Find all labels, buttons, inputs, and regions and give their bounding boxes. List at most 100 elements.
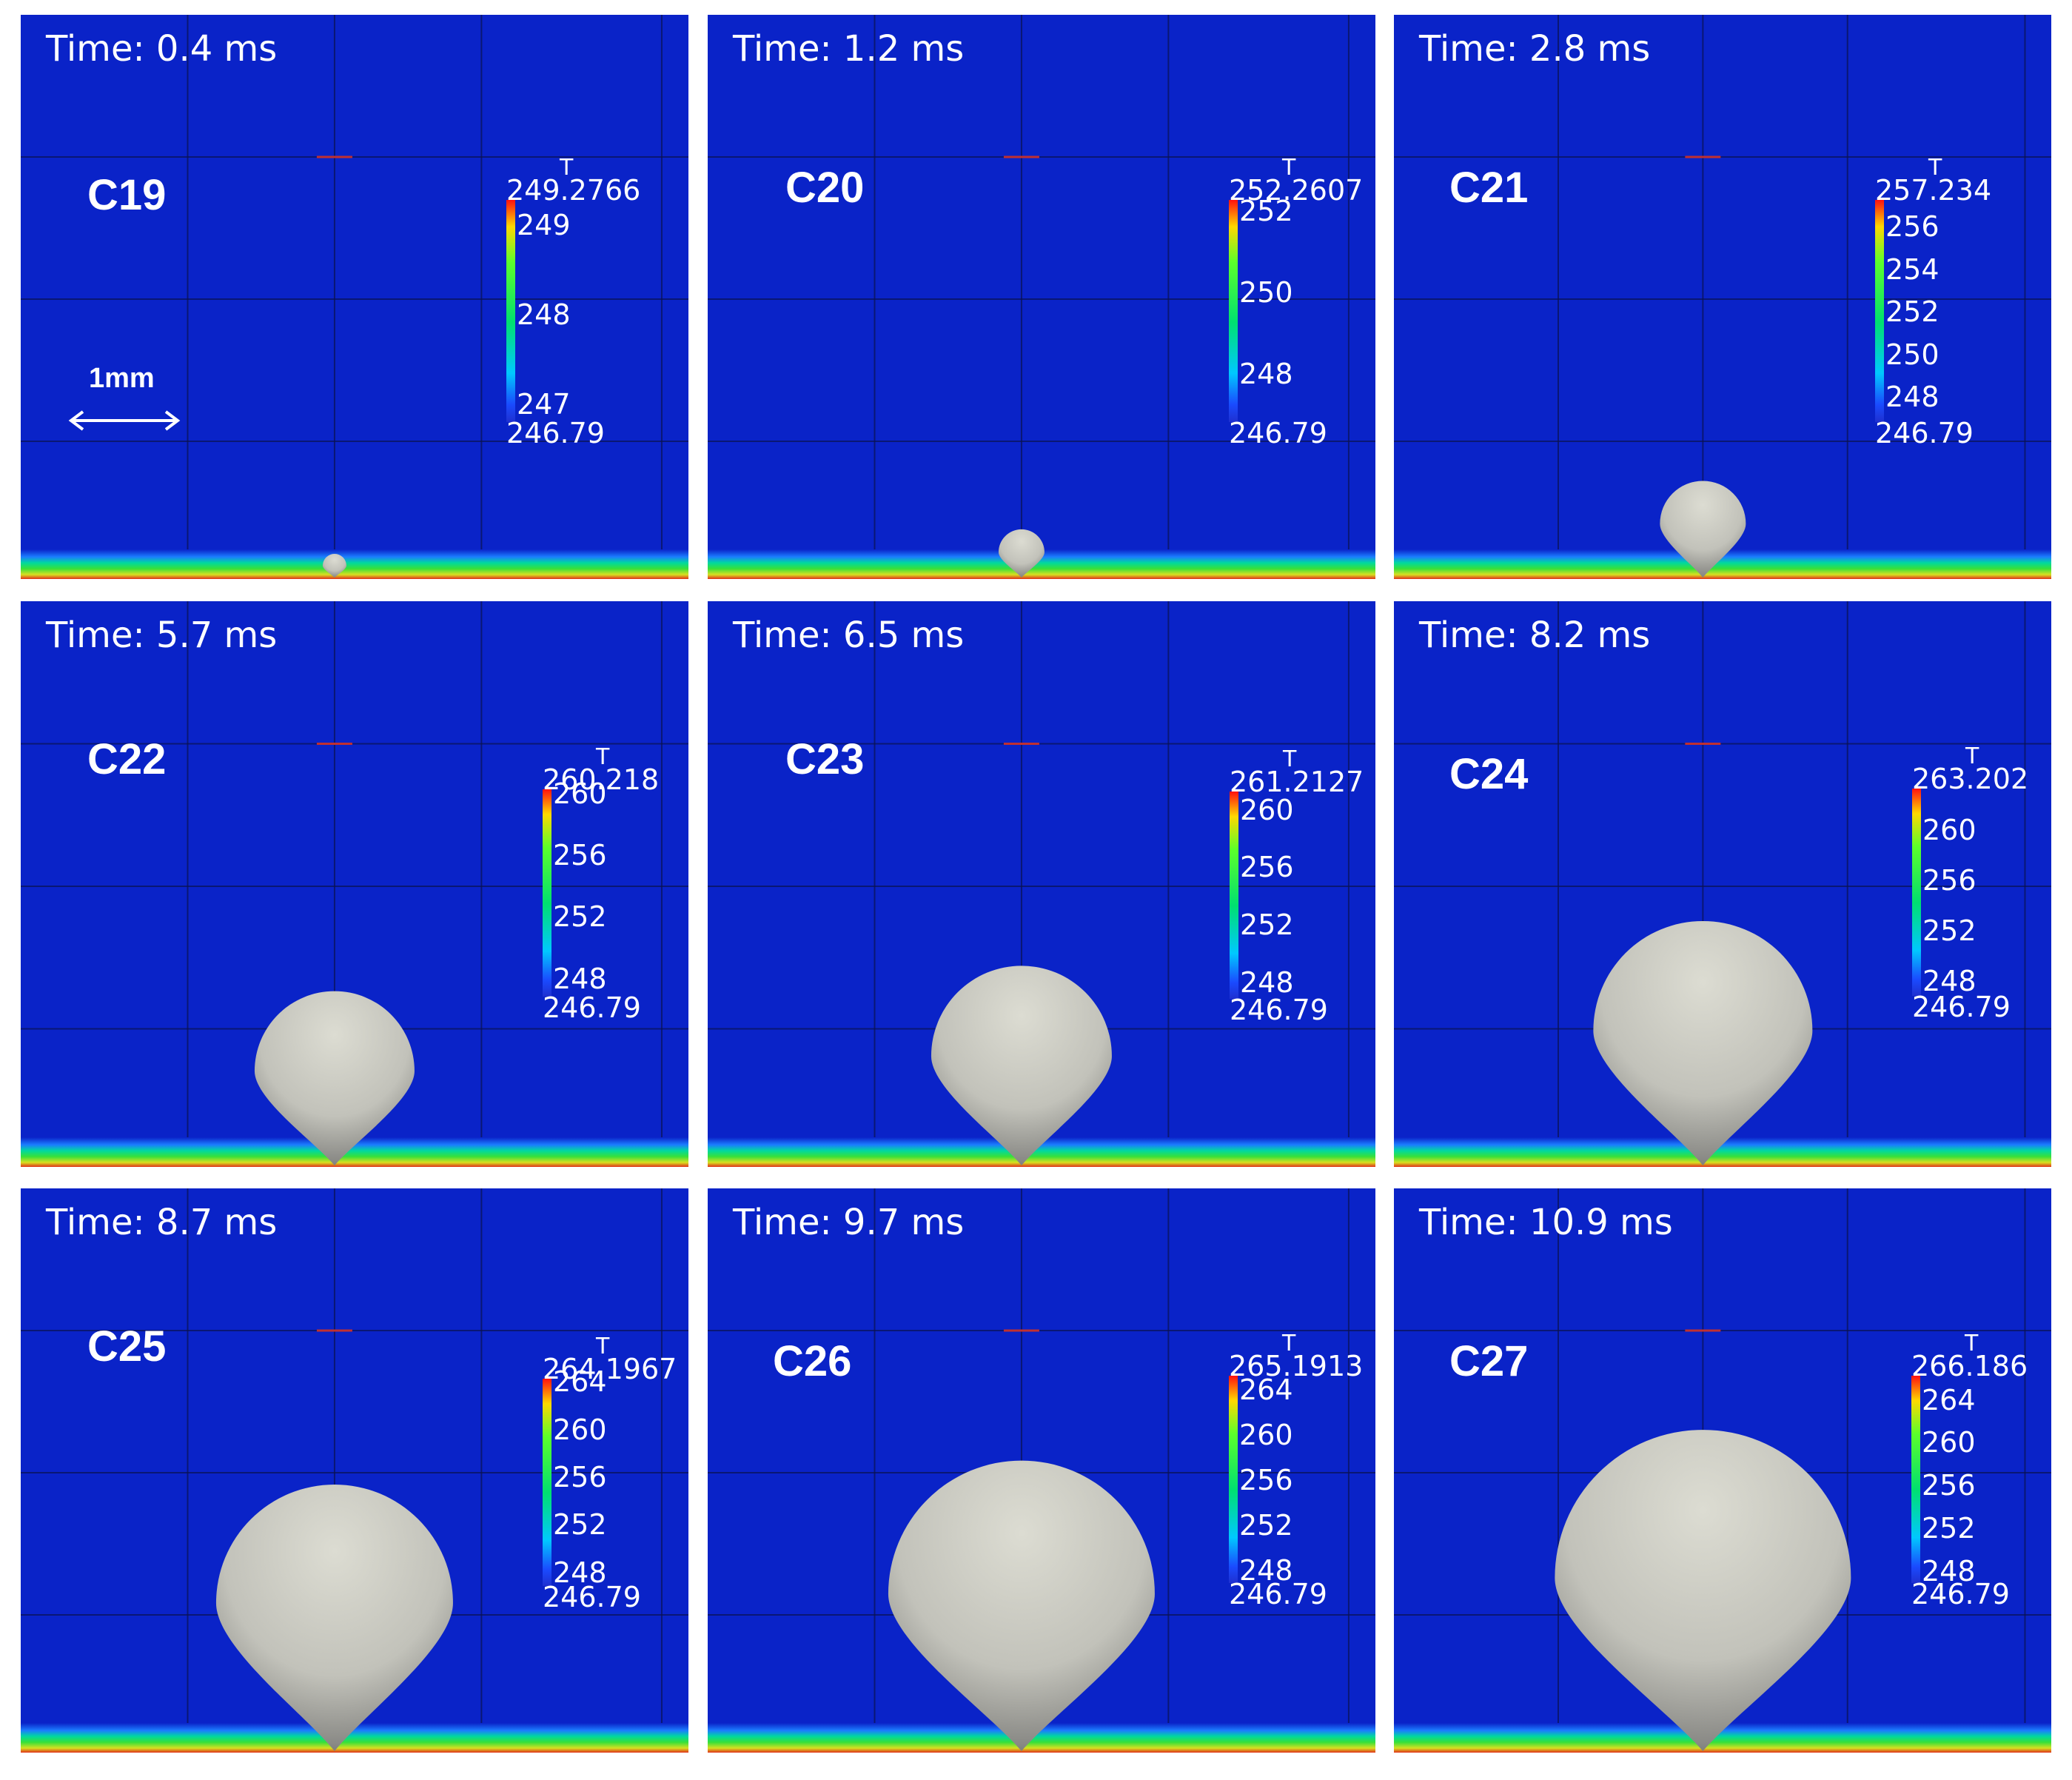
simulation-field — [1394, 1188, 2051, 1757]
time-label: Time: 0.4 ms — [46, 28, 278, 70]
simulation-field — [1394, 15, 2051, 583]
colorbar-title: T — [596, 1334, 610, 1359]
colorbar-gradient — [1911, 1376, 1920, 1583]
time-label: Time: 1.2 ms — [733, 28, 965, 70]
colorbar-max-label: 252.2607 — [1229, 174, 1364, 207]
vapor-bubble — [1660, 481, 1746, 578]
vapor-bubble — [888, 1460, 1155, 1751]
colorbar-tick-label: 248 — [553, 962, 607, 995]
colorbar-max-label: 264.1967 — [543, 1353, 677, 1385]
colorbar-min-label: 246.79 — [543, 1581, 641, 1613]
colorbar-tick-label: 252 — [1922, 1511, 1976, 1545]
colorbar-gradient — [1229, 200, 1238, 422]
colorbar-title: T — [1965, 743, 1979, 769]
colorbar-tick-label: 252 — [1240, 908, 1294, 941]
colorbar-tick-label: 256 — [1239, 1463, 1293, 1496]
colorbar-tick-label: 248 — [1239, 1553, 1293, 1587]
vapor-bubble — [322, 554, 346, 578]
simulation-field — [21, 1188, 688, 1757]
colorbar-tick-label: 256 — [1240, 851, 1294, 884]
time-label: Time: 5.7 ms — [46, 615, 278, 656]
simulation-field — [708, 15, 1375, 583]
simulation-field — [21, 601, 688, 1171]
colorbar-tick-label: 254 — [1885, 252, 1939, 286]
time-label: Time: 9.7 ms — [733, 1202, 965, 1243]
colorbar-tick-label: 264 — [1922, 1383, 1976, 1416]
colorbar-gradient — [543, 1379, 551, 1586]
panel-c19: Time: 0.4 ms C19 T 249.2766 249 248 247 246.79 1… — [21, 15, 688, 583]
colorbar-tick-label: 256 — [553, 1460, 607, 1493]
colorbar-tick-label: 252 — [1885, 295, 1939, 329]
case-label: C20 — [785, 164, 865, 212]
colorbar-gradient — [1912, 789, 1921, 996]
time-label: Time: 10.9 ms — [1419, 1202, 1673, 1243]
colorbar-min-label: 246.79 — [1875, 417, 1974, 449]
colorbar-max-label: 266.186 — [1911, 1350, 2028, 1382]
colorbar-tick-label: 247 — [517, 387, 571, 421]
colorbar-tick-label: 248 — [1922, 1554, 1976, 1587]
colorbar-max-label: 263.202 — [1912, 763, 2029, 795]
colorbar-tick-label: 260 — [1239, 1418, 1293, 1451]
colorbar-max-label: 260.218 — [543, 763, 660, 796]
case-label: C27 — [1449, 1337, 1529, 1385]
colorbar-tick-label: 264 — [553, 1365, 607, 1399]
colorbar-tick-label: 249 — [517, 209, 571, 242]
time-label: Time: 8.7 ms — [46, 1202, 278, 1243]
colorbar-tick-label: 256 — [1885, 210, 1939, 244]
colorbar-tick-label: 250 — [1885, 338, 1939, 371]
colorbar-tick-label: 256 — [1922, 863, 1977, 897]
panel-c26: Time: 9.7 ms C26 T 265.1913 264 260 256 252 248 2… — [708, 1188, 1375, 1757]
colorbar-tick-label: 260 — [553, 1413, 607, 1446]
colorbar-tick-label: 264 — [1239, 1374, 1293, 1407]
colorbar-min-label: 246.79 — [1911, 1578, 2010, 1610]
colorbar-tick-label: 252 — [1239, 1508, 1293, 1542]
case-label: C22 — [87, 735, 167, 783]
panel-c20: Time: 1.2 ms C20 T 252.2607 252 250 248 246.79 — [708, 15, 1375, 583]
colorbar-title: T — [1928, 155, 1942, 181]
colorbar-tick-label: 260 — [1240, 793, 1294, 826]
colorbar-gradient — [543, 789, 551, 997]
case-label: C26 — [773, 1337, 852, 1385]
colorbar-max-label: 249.2766 — [506, 174, 641, 207]
case-label: C21 — [1449, 164, 1529, 212]
case-label: C23 — [785, 735, 865, 783]
panel-c27: Time: 10.9 ms C27 T 266.186 264 260 256 252 248 2… — [1394, 1188, 2051, 1757]
panel-c23: Time: 6.5 ms C23 T 261.2127 260 256 252 248 246.… — [708, 601, 1375, 1171]
colorbar-min-label: 246.79 — [506, 417, 605, 449]
colorbar-tick-label: 248 — [553, 1556, 607, 1589]
colorbar-tick-label: 250 — [1239, 275, 1293, 309]
simulation-field — [708, 601, 1375, 1171]
colorbar-tick-label: 248 — [1885, 381, 1939, 414]
simulation-field — [21, 15, 688, 583]
colorbar-gradient — [1875, 200, 1884, 422]
vapor-bubble — [1593, 920, 1813, 1165]
colorbar-title: T — [1282, 155, 1296, 181]
colorbar-min-label: 246.79 — [1229, 417, 1327, 449]
colorbar-min-label: 246.79 — [1230, 994, 1328, 1026]
colorbar-tick-label: 252 — [553, 1508, 607, 1542]
panel-c22: Time: 5.7 ms C22 T 260.218 260 256 252 248 246.7… — [21, 601, 688, 1171]
case-label: C24 — [1449, 750, 1529, 798]
vapor-bubble — [931, 966, 1112, 1165]
colorbar-title: T — [1283, 746, 1297, 772]
vapor-bubble — [215, 1485, 453, 1751]
colorbar-min-label: 246.79 — [1912, 991, 2011, 1023]
panel-c21: Time: 2.8 ms C21 T 257.234 256 254 252 250 248 24… — [1394, 15, 2051, 583]
colorbar-tick-label: 260 — [1922, 1426, 1976, 1459]
simulation-field — [708, 1188, 1375, 1757]
vapor-bubble — [1555, 1430, 1851, 1751]
colorbar-max-label: 265.1913 — [1229, 1350, 1364, 1382]
panel-c25: Time: 8.7 ms C25 T 264.1967 264 260 256 252 248 2… — [21, 1188, 688, 1757]
simulation-field — [1394, 601, 2051, 1171]
colorbar-max-label: 257.234 — [1875, 174, 1992, 207]
colorbar-title: T — [1282, 1331, 1296, 1356]
colorbar-min-label: 246.79 — [1229, 1578, 1327, 1610]
colorbar-min-label: 246.79 — [543, 991, 641, 1024]
colorbar-tick-label: 256 — [1922, 1469, 1976, 1502]
colorbar-gradient — [1230, 792, 1238, 999]
colorbar-tick-label: 256 — [553, 838, 607, 871]
colorbar-max-label: 261.2127 — [1230, 766, 1364, 798]
scale-bar-label: 1mm — [89, 363, 155, 394]
colorbar-title: T — [596, 744, 610, 770]
double-arrow-icon — [68, 410, 181, 431]
